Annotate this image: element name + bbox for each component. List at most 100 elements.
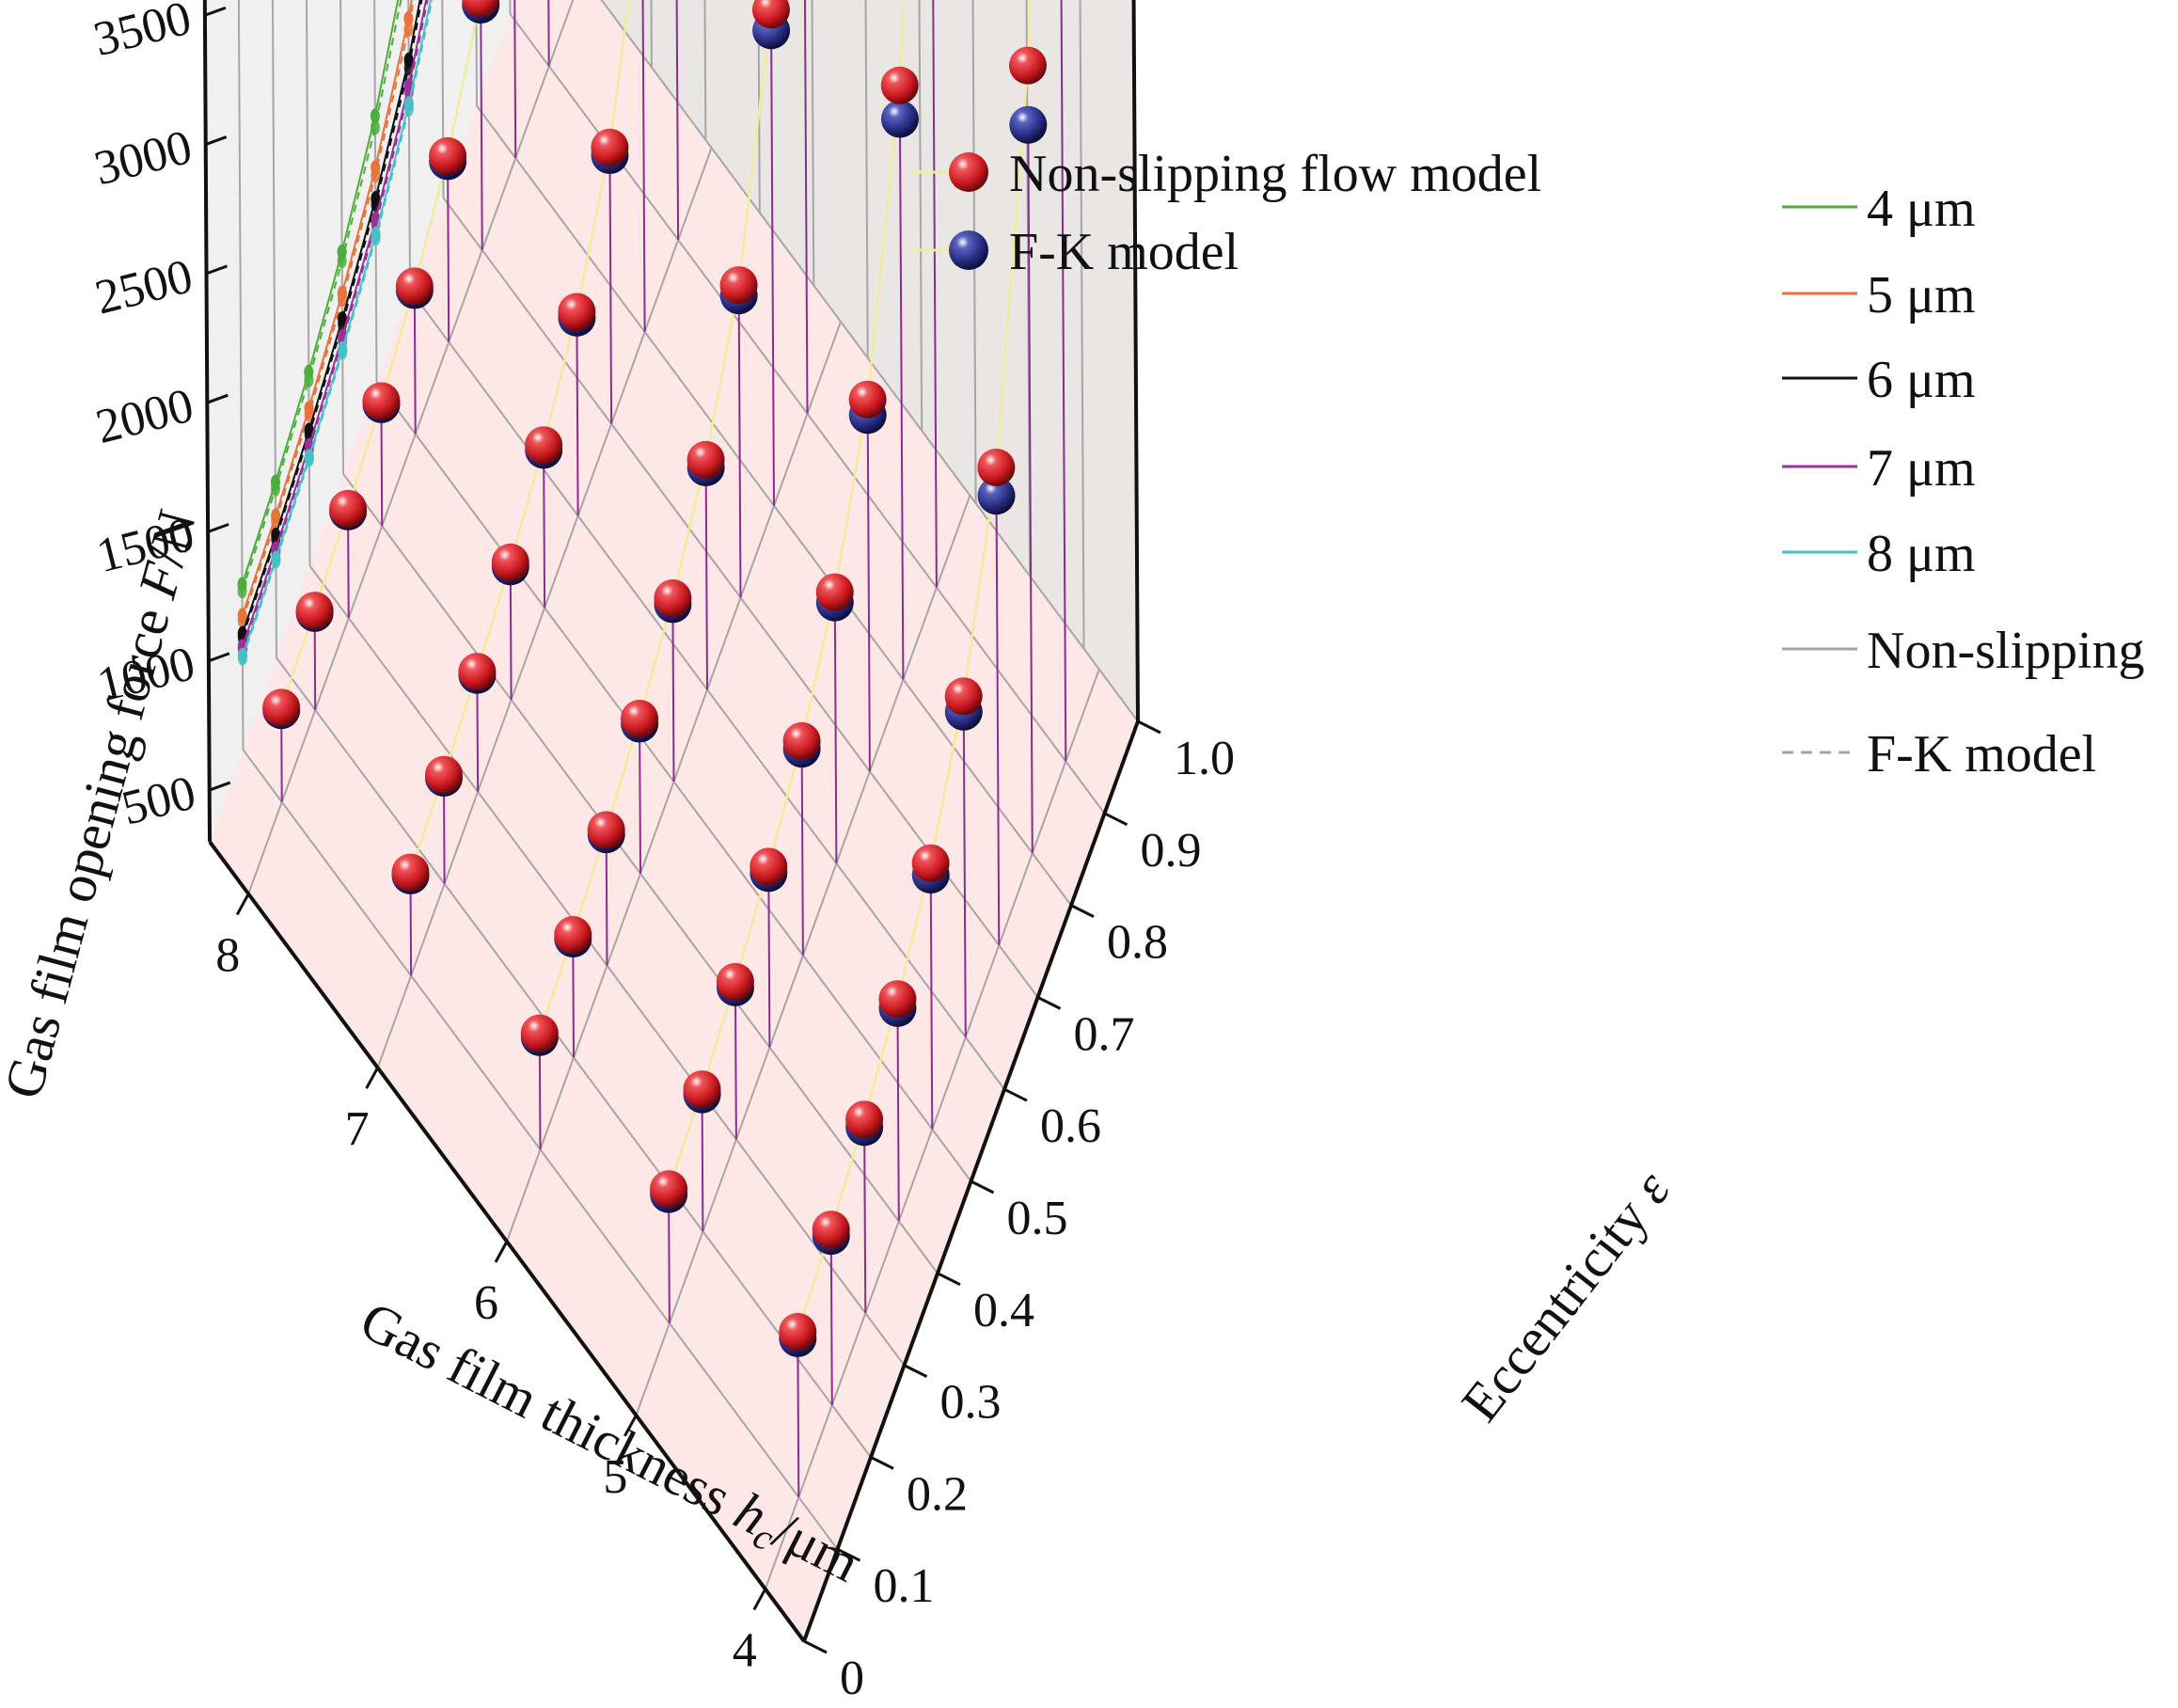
tick-z	[205, 135, 228, 146]
y-tick-label: 0	[840, 1652, 864, 1703]
projection-point-fk	[403, 101, 414, 117]
point-non-slipping	[880, 66, 919, 104]
point-non-slipping	[1008, 46, 1047, 85]
point-non-slipping	[878, 980, 917, 1019]
point-non-slipping	[719, 266, 758, 305]
z-tick-label: 2000	[91, 379, 199, 454]
gridline-wall-eps	[339, 0, 344, 474]
y-tick-label: 1.0	[1174, 732, 1235, 785]
legend-label-fk-line: F-K model	[1867, 725, 2096, 783]
drop-line	[576, 317, 579, 516]
projection-point-fk	[338, 344, 348, 360]
point-non-slipping	[977, 448, 1016, 486]
drop-line	[513, 0, 517, 159]
point-non-slipping	[683, 1070, 721, 1109]
drop-line	[737, 295, 742, 598]
point-non-slipping	[751, 0, 790, 29]
tick-y	[1070, 904, 1095, 918]
drop-line	[797, 1337, 800, 1497]
point-non-slipping	[779, 1313, 817, 1352]
point-non-slipping	[812, 1210, 850, 1249]
axis-line-force	[202, 0, 212, 843]
point-non-slipping	[391, 853, 430, 892]
legend-right: 4 μm 5 μm 6 μm 7 μm 8 μm Non-slipping F-…	[1782, 180, 2145, 783]
y-tick-label: 0.2	[907, 1467, 968, 1521]
drop-line	[671, 604, 675, 783]
drop-line	[380, 403, 384, 527]
point-non-slipping	[621, 700, 659, 738]
drop-line	[833, 602, 838, 863]
projection-point-fk	[304, 451, 314, 467]
tick-y	[1036, 996, 1062, 1010]
tick-x	[623, 1415, 638, 1437]
drop-line	[701, 1094, 704, 1232]
legend-label-non-slipping: Non-slipping flow model	[1009, 145, 1541, 203]
point-non-slipping	[848, 380, 887, 419]
y-axis-title: Eccentricity ε	[1449, 1160, 1681, 1432]
drop-line	[898, 119, 905, 680]
drop-line	[608, 155, 613, 424]
gridline-wall-eps	[271, 0, 277, 658]
frame-right-vertical	[1131, 0, 1140, 722]
gridline-backwall-vertical	[864, 0, 869, 358]
legend-label-7um: 7 μm	[1867, 439, 1976, 498]
drop-line	[480, 4, 483, 250]
drop-line	[995, 496, 1001, 945]
tick-y	[1137, 720, 1161, 735]
tick-x	[235, 893, 250, 916]
drop-line	[863, 1127, 867, 1314]
y-tick-label: 0.6	[1040, 1099, 1101, 1153]
legend-marker-non-slipping	[949, 152, 988, 192]
legend-marker-fk	[949, 230, 988, 270]
tick-y	[1003, 1087, 1028, 1102]
tick-x	[365, 1067, 379, 1089]
point-non-slipping	[395, 267, 434, 306]
projection-point-fk	[270, 481, 280, 497]
projection-point-fk	[271, 553, 281, 569]
drop-line	[675, 0, 680, 241]
drop-line	[509, 566, 513, 701]
drop-line	[639, 723, 641, 874]
tick-x	[494, 1241, 509, 1263]
drop-line	[932, 0, 938, 588]
x-tick-label: 5	[603, 1450, 627, 1504]
left-wall	[204, 0, 515, 842]
y-tick-label: 0.8	[1107, 916, 1168, 970]
tick-y	[970, 1179, 995, 1194]
tick-y	[903, 1364, 928, 1378]
drop-line	[962, 711, 967, 1037]
drop-line	[413, 290, 417, 435]
projection-point-fk	[371, 230, 381, 246]
gridline-backwall-vertical	[811, 0, 815, 286]
drop-line	[1027, 124, 1034, 854]
point-non-slipping	[815, 573, 854, 611]
drop-line	[770, 30, 775, 506]
y-tick-label: 0.3	[940, 1376, 1002, 1430]
tick-y	[803, 1639, 828, 1654]
point-non-slipping	[587, 811, 625, 849]
point-non-slipping	[520, 1014, 559, 1052]
drop-line	[1060, 0, 1067, 762]
point-non-slipping	[558, 293, 596, 331]
point-non-slipping	[424, 755, 463, 794]
x-tick-label: 8	[215, 928, 240, 982]
projection-point-fk	[304, 372, 314, 387]
drop-line	[866, 415, 871, 772]
point-non-slipping	[911, 844, 950, 882]
drop-line	[929, 875, 934, 1130]
point-fk-model	[880, 100, 919, 138]
projection-point-fk	[337, 292, 347, 308]
drop-line	[704, 467, 708, 690]
z-tick-label: 2500	[90, 249, 198, 324]
drop-line	[829, 1236, 833, 1405]
point-non-slipping	[362, 382, 401, 420]
tick-z	[207, 523, 229, 533]
drop-line	[641, 0, 646, 332]
legend-label-6um: 6 μm	[1867, 351, 1976, 409]
projection-curve-fk	[241, 0, 402, 592]
point-non-slipping	[782, 721, 821, 760]
tick-x	[752, 1588, 767, 1611]
legend-top: Non-slipping flow model F-K model	[910, 145, 1541, 281]
